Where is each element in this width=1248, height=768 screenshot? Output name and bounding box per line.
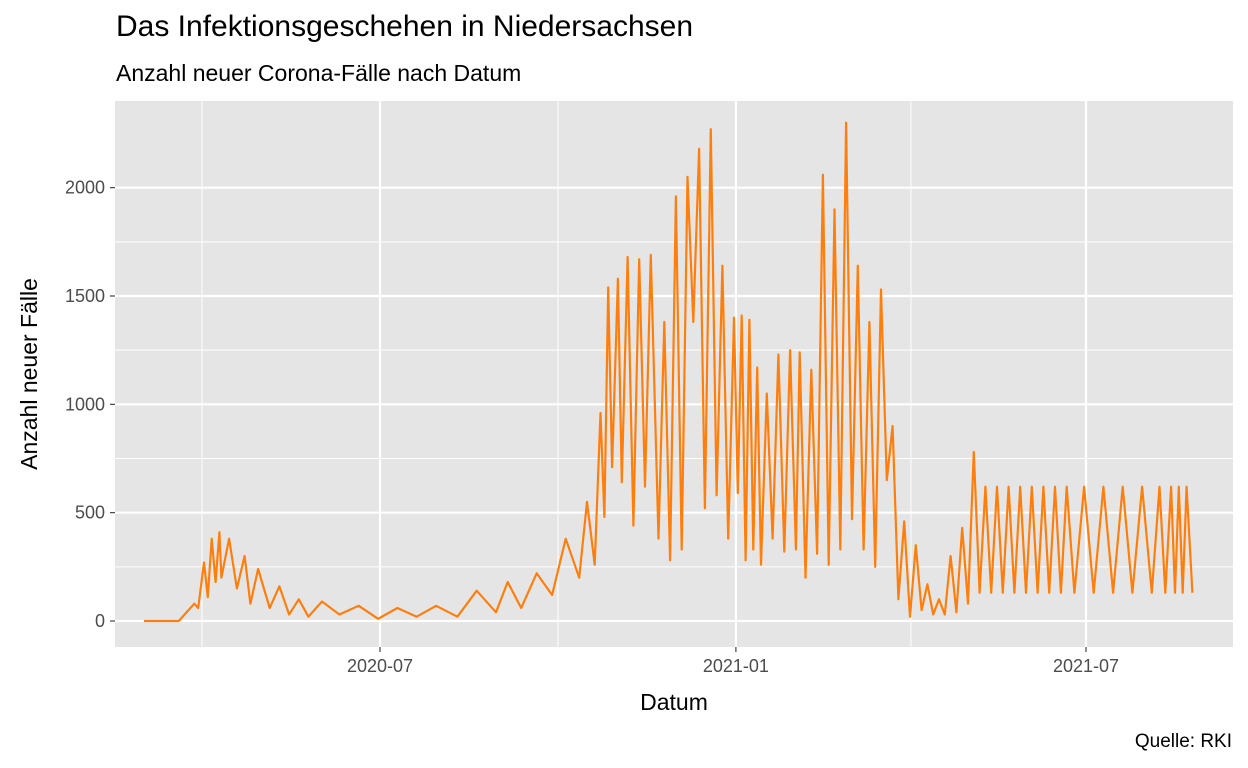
major-gridlines (115, 101, 1233, 647)
x-tick-label: 2021-01 (703, 656, 769, 676)
chart-title: Das Infektionsgeschehen in Niedersachsen (116, 10, 694, 43)
chart-caption: Quelle: RKI (1134, 731, 1232, 752)
x-tick-label: 2021-07 (1053, 656, 1119, 676)
x-axis-title: Datum (640, 689, 708, 715)
axis-ticks: 0 500 1000 1500 2000 2020-07 2021-01 2021-07 (65, 178, 1119, 676)
y-tick-label: 2000 (65, 178, 105, 198)
y-tick-label: 500 (75, 503, 105, 523)
y-tick-label: 0 (95, 611, 105, 631)
minor-gridlines (115, 101, 1233, 647)
y-tick-label: 1500 (65, 286, 105, 306)
chart-subtitle: Anzahl neuer Corona-Fälle nach Datum (116, 60, 522, 86)
y-axis-title: Anzahl neuer Fälle (16, 278, 42, 470)
y-tick-label: 1000 (65, 394, 105, 414)
x-tick-label: 2020-07 (347, 656, 413, 676)
series-line (144, 121, 1194, 623)
